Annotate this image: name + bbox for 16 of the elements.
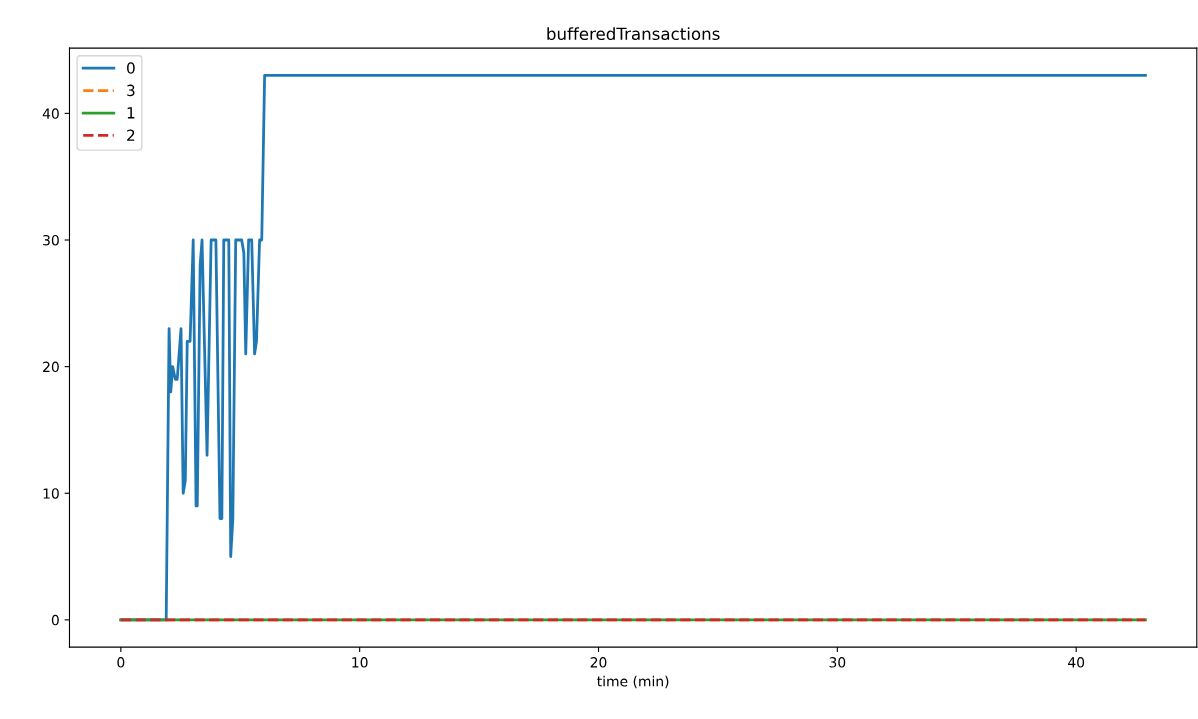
- x-tick-label: 10: [352, 657, 368, 668]
- y-tick-label: 20: [43, 361, 59, 373]
- y-tick-label: 30: [43, 234, 59, 246]
- legend-label: 0: [127, 62, 135, 74]
- x-axis-title: time (min): [597, 675, 669, 689]
- x-tick-label: 30: [829, 657, 846, 668]
- legend-label: 3: [127, 84, 135, 97]
- legend-label: 1: [127, 107, 135, 119]
- y-tick-label: 40: [42, 108, 59, 119]
- x-tick-label: 0: [117, 657, 125, 668]
- y-tick-label: 10: [43, 488, 59, 499]
- legend-label: 2: [127, 129, 135, 141]
- x-tick-label: 20: [590, 657, 607, 668]
- y-tick-label: 0: [51, 614, 59, 626]
- x-tick-label: 40: [1068, 657, 1085, 668]
- chart-title: bufferedTransactions: [547, 27, 720, 41]
